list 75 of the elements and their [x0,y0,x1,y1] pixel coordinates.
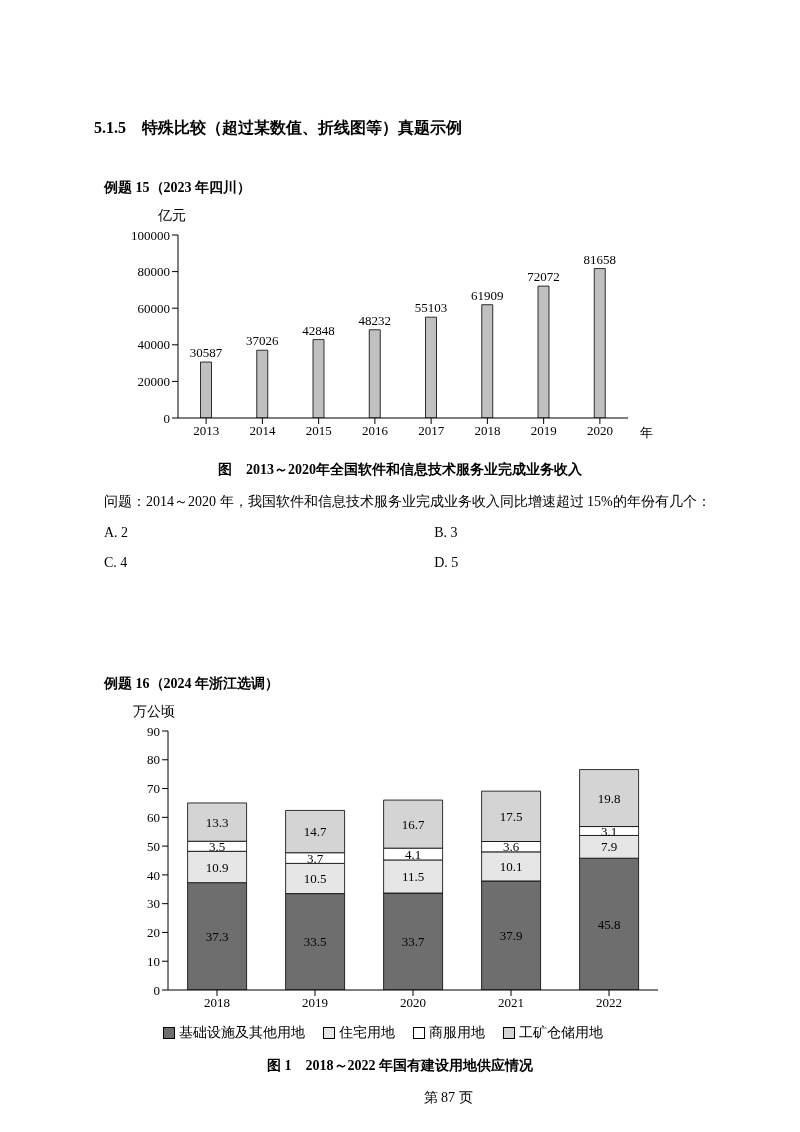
text: 第 87 页 [422,1089,474,1107]
y-tick-label: 10 [147,953,160,969]
x-tick-label: 2019 [530,423,557,439]
y-tick-label: 20 [147,925,160,941]
y-tick-label: 70 [147,781,160,797]
y-tick-label: 60 [147,809,160,825]
x-tick-label: 2021 [498,995,524,1011]
text: 5.1.5 特殊比较（超过某数值、折线图等）真题示例 [94,118,463,138]
y-tick-label: 40 [147,867,160,883]
data-label: 10.5 [303,871,327,887]
data-label: 55103 [414,300,448,316]
y-tick-label: 20000 [137,374,170,390]
y-tick-label: 100000 [131,227,170,243]
data-label: 11.5 [401,869,425,885]
x-tick-label: 2013 [193,423,220,439]
y-tick-label: 40000 [137,337,170,353]
data-label: 10.1 [499,859,523,875]
x-tick-label: 2018 [204,995,230,1011]
text: 问题：2014～2020 年，我国软件和信息技术服务业完成业务收入同比增速超过 15%的年份有几个： [104,493,712,511]
data-label: 16.7 [401,816,425,832]
legend-label: 住宅用地 [339,1024,395,1042]
data-label: 37.9 [499,928,523,944]
y-tick-label: 80 [147,752,160,768]
data-label: 4.1 [404,846,422,862]
text: 例题 16（2024 年浙江选调） [104,675,280,693]
text: 例题 15（2023 年四川） [104,179,252,197]
text: C. 4 [104,555,129,571]
x-tick-label: 2022 [596,995,622,1011]
data-label: 7.9 [600,839,618,855]
data-label: 3.1 [600,823,618,839]
y-axis-title: 亿元 [158,207,187,225]
y-tick-label: 0 [163,410,170,426]
y-tick-label: 80000 [137,264,170,280]
data-label: 81658 [583,251,616,267]
data-label: 61909 [471,287,504,303]
text: D. 5 [434,555,460,571]
data-label: 3.6 [502,839,520,855]
text: B. 3 [434,525,459,541]
data-label: 33.5 [303,934,327,950]
data-label: 14.7 [303,824,327,840]
x-tick-label: 2014 [249,423,276,439]
data-label: 3.5 [208,838,226,854]
text: 图 2013～2020年全国软件和信息技术服务业完成业务收入 [217,461,583,479]
text: A. 2 [104,525,130,541]
data-label: 30587 [189,345,223,361]
y-axis-title: 万公顷 [133,703,176,721]
x-tick-label: 2018 [474,423,501,439]
y-tick-label: 0 [153,982,160,998]
x-tick-label: 2020 [400,995,426,1011]
text: 图 1 2018～2022 年国有建设用地供应情况 [266,1057,534,1075]
data-label: 72072 [527,269,560,285]
data-label: 37026 [246,333,279,349]
data-label: 13.3 [205,814,229,830]
data-label: 17.5 [499,808,523,824]
data-label: 33.7 [401,934,425,950]
data-label: 19.8 [597,790,621,806]
data-label: 45.8 [597,916,621,932]
data-label: 3.7 [306,850,324,866]
data-label: 10.9 [205,859,229,875]
x-tick-label: 2017 [418,423,445,439]
x-tick-label: 2019 [302,995,328,1011]
data-label: 42848 [302,322,335,338]
legend-label: 基础设施及其他用地 [179,1024,305,1042]
y-tick-label: 50 [147,838,160,854]
x-tick-label: 2020 [586,423,613,439]
legend-label: 工矿仓储用地 [519,1024,603,1042]
x-tick-label: 2015 [305,423,332,439]
data-label: 48232 [358,312,391,328]
data-label: 37.3 [205,928,229,944]
x-tick-label: 2016 [361,423,389,439]
y-tick-label: 60000 [137,300,170,316]
y-tick-label: 90 [147,723,160,739]
x-axis-title: 年 [640,424,653,440]
y-tick-label: 30 [147,896,160,912]
legend-label: 商服用地 [429,1024,485,1042]
